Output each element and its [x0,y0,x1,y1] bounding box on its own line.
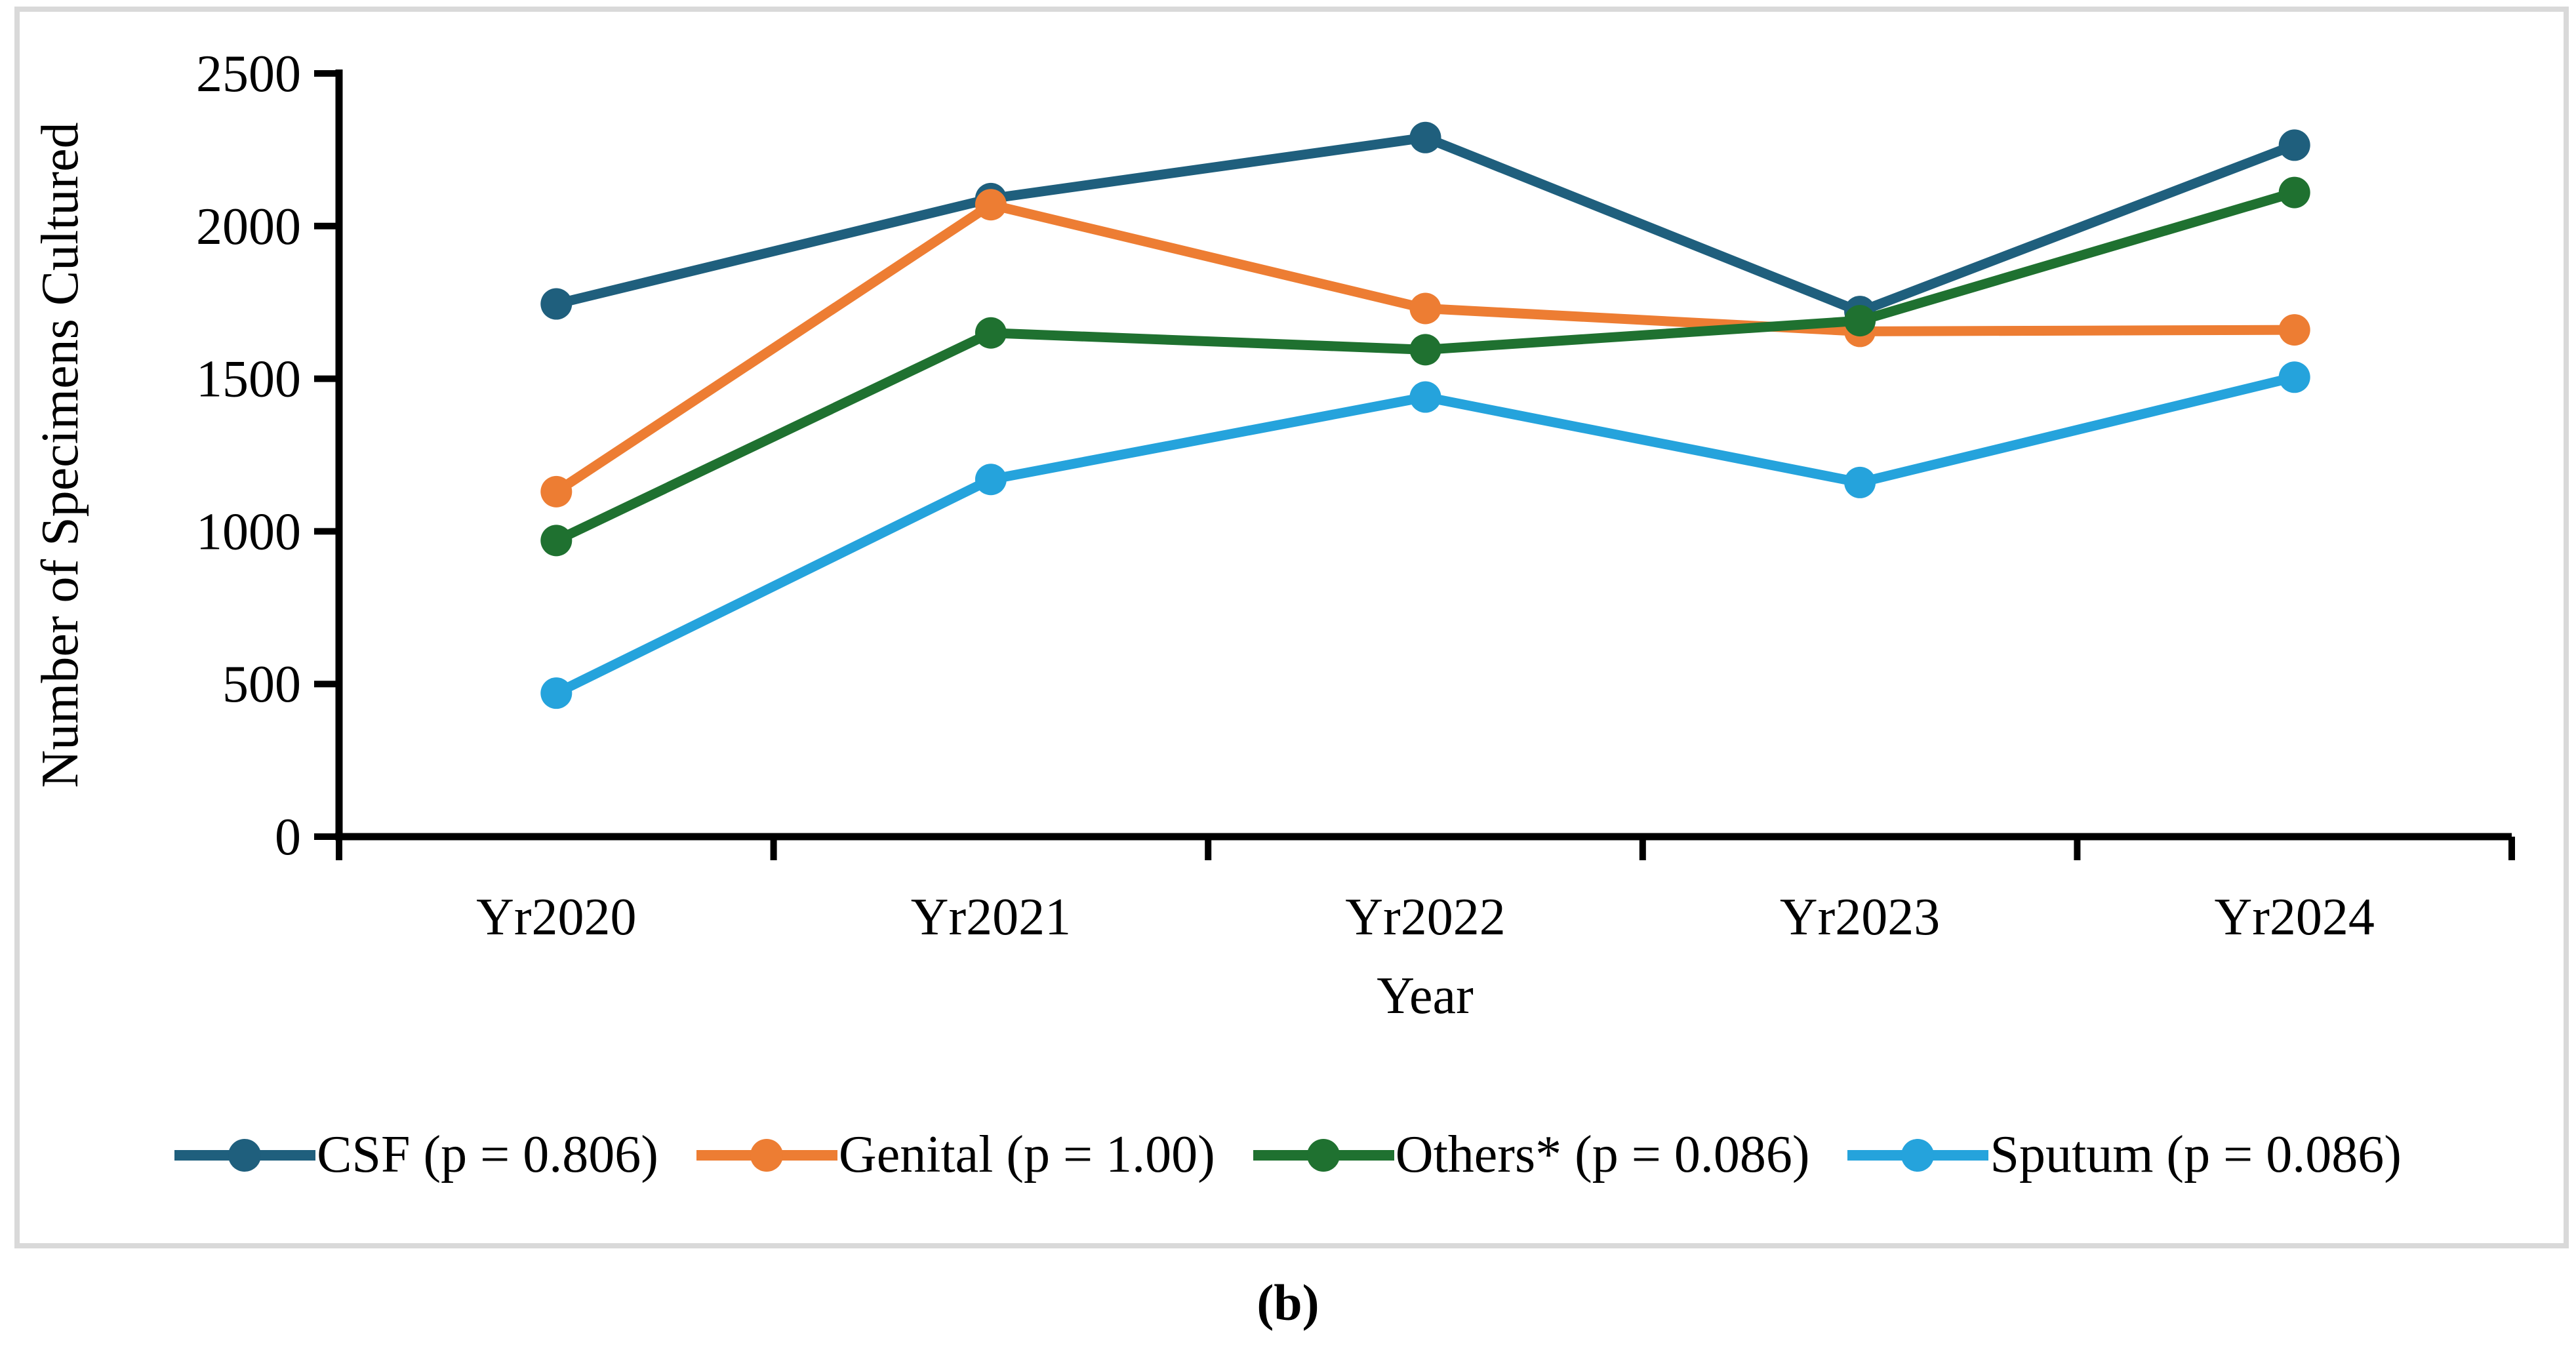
legend-item-2: Others* (p = 0.086) [1253,1125,1810,1185]
y-tick-label: 500 [222,656,301,713]
legend-circle [750,1138,783,1172]
legend-label: Genital (p = 1.00) [838,1126,1215,1183]
legend-item-3: Sputum (p = 0.086) [1847,1125,2402,1185]
data-point-marker [540,475,573,507]
series-line-0 [551,132,2300,317]
figure-caption: (b) [1257,1274,1319,1331]
y-tick-label: 1500 [196,351,301,408]
data-point-marker [975,464,1007,496]
data-point-marker [1409,121,1441,153]
data-point-marker [1844,305,1876,337]
y-axis-title: Number of Specimens Cultured [31,122,89,787]
series-line-3 [551,372,2300,698]
x-category-label: Yr2023 [1780,888,1940,946]
legend-label: Sputum (p = 0.086) [1990,1126,2402,1183]
x-axis-title: Year [1377,967,1473,1025]
y-tick-label: 2000 [196,198,301,256]
legend-circle [228,1138,262,1172]
y-tick-label: 0 [275,808,301,866]
data-point-marker [1409,381,1441,413]
series-layer [540,121,2310,709]
data-point-marker [540,677,573,709]
data-point-marker [1409,292,1441,325]
x-category-label: Yr2021 [911,888,1071,946]
data-point-marker [2278,176,2310,209]
chart-legend: CSF (p = 0.806) Genital (p = 1.00) Others*… [0,1125,2576,1185]
data-point-marker [1409,334,1441,366]
legend-item-0: CSF (p = 0.806) [174,1125,658,1185]
figure-panel-border [14,7,2569,1248]
x-category-label: Yr2024 [2214,888,2374,946]
legend-item-1: Genital (p = 1.00) [696,1125,1215,1185]
y-tick-label: 1000 [196,503,301,561]
data-point-marker [1844,466,1876,498]
legend-circle [1306,1138,1340,1172]
legend-marker-icon [696,1138,837,1172]
data-point-marker [540,525,573,557]
data-point-marker [2278,129,2310,161]
legend-label: Others* (p = 0.086) [1395,1126,1810,1183]
data-point-marker [540,288,573,320]
x-category-label: Yr2022 [1345,888,1505,946]
axes-layer: 0 500 1000 1500 2000 2500 Yr2020 Yr2021 Yr2022 Yr… [196,45,2515,946]
legend-marker-icon [1847,1138,1989,1172]
data-point-marker [2278,314,2310,346]
data-point-marker [975,189,1007,221]
x-category-label: Yr2020 [476,888,636,946]
legend-marker-icon [1253,1138,1394,1172]
y-tick-label: 2500 [196,45,301,103]
data-point-marker [2278,361,2310,393]
data-point-marker [975,317,1007,349]
legend-circle [1901,1138,1935,1172]
legend-label: CSF (p = 0.806) [317,1126,658,1183]
legend-marker-icon [174,1138,316,1172]
